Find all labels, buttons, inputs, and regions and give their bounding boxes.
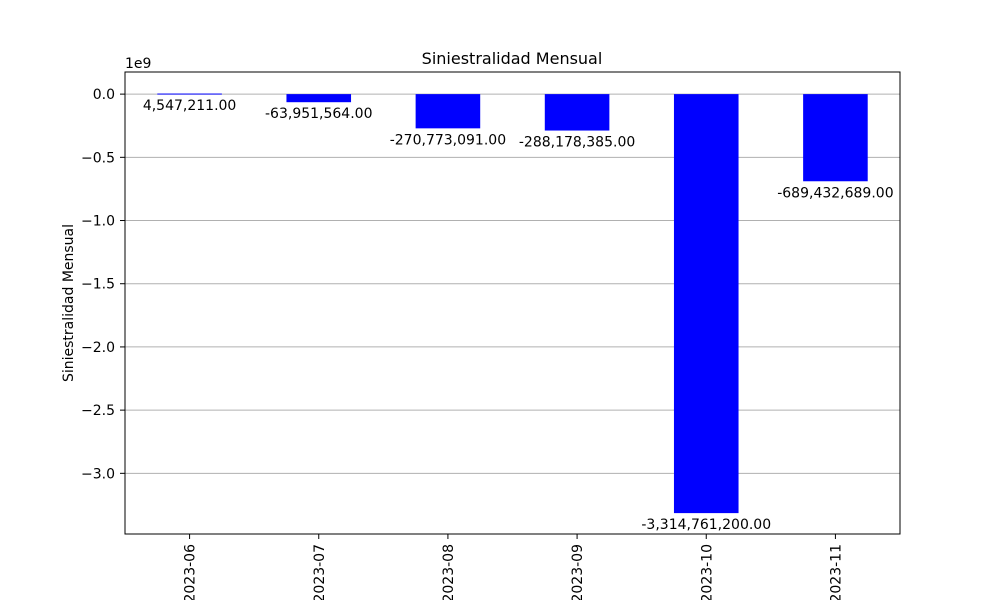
x-tick-label: 2023-08 (441, 544, 457, 600)
plot-frame (124, 71, 901, 535)
bar-2023-06 (157, 93, 222, 95)
y-tick-label: −2.0 (81, 340, 115, 356)
x-tick-label: 2023-10 (699, 544, 715, 600)
bars-layer (157, 93, 868, 514)
x-tick-label: 2023-06 (183, 544, 199, 600)
data-label: -689,432,689.00 (777, 185, 893, 201)
grid-layer (125, 93, 900, 474)
bar-2023-08 (415, 94, 481, 129)
y-tick-label: −1.0 (81, 214, 115, 230)
y-axis-multiplier: 1e9 (125, 56, 151, 72)
x-tick-label: 2023-09 (570, 544, 586, 600)
data-label: -3,314,761,200.00 (641, 517, 771, 533)
data-label: -63,951,564.00 (265, 106, 372, 122)
x-tick-label: 2023-07 (312, 544, 328, 600)
x-ticks-layer: 2023-06 2023-07 2023-08 2023-09 2023-10 2023-… (183, 534, 844, 600)
y-axis-label: Siniestralidad Mensual (61, 224, 77, 382)
y-tick-label: −2.5 (81, 403, 115, 419)
y-tick-label: 0.0 (93, 87, 115, 103)
chart-title: Siniestralidad Mensual (422, 49, 603, 68)
data-label: 4,547,211.00 (143, 98, 237, 114)
bar-2023-11 (803, 94, 868, 182)
y-tick-label: −3.0 (81, 466, 115, 482)
y-ticks-layer: 0.0 −0.5 −1.0 −1.5 −2.0 −2.5 −3.0 (81, 87, 125, 482)
y-tick-label: −0.5 (81, 150, 115, 166)
value-labels-layer: 4,547,211.00 -63,951,564.00 -270,773,091.0… (143, 98, 894, 533)
axes-layer (124, 71, 901, 535)
data-label: -288,178,385.00 (519, 135, 635, 151)
y-tick-label: −1.5 (81, 277, 115, 293)
bar-2023-07 (286, 94, 352, 103)
bar-2023-10 (673, 94, 739, 514)
data-label: -270,773,091.00 (390, 132, 506, 148)
bar-2023-09 (544, 94, 610, 131)
x-tick-label: 2023-11 (828, 544, 844, 600)
